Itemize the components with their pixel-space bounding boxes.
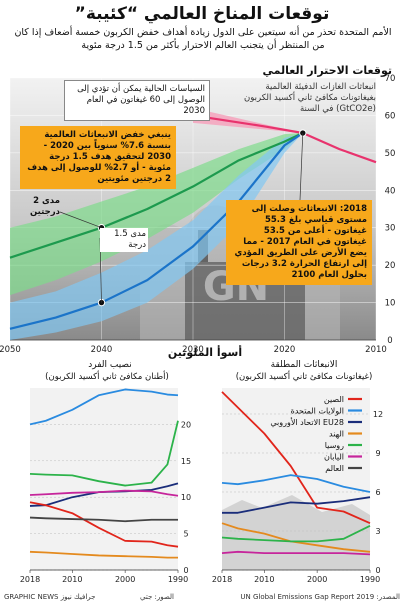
y-tick-label: 6: [375, 488, 380, 497]
x-tick-label: 2010: [365, 345, 387, 355]
x-tick-label: 2010: [254, 575, 274, 584]
y-tick-label: 20: [385, 261, 396, 271]
y-tick-label: 60: [385, 111, 396, 121]
legend-label: الولايات المتحدة: [291, 407, 344, 416]
footer-credit: GRAPHIC NEWS جرافيك نيوز: [4, 593, 96, 601]
y-tick-label: 10: [385, 299, 396, 309]
current-policy-line: [192, 114, 303, 135]
y-tick-label: 0: [183, 566, 188, 575]
series-line: [222, 496, 371, 514]
x-tick-label: 2020: [274, 345, 296, 355]
series-line: [29, 489, 179, 497]
legend-label: روسيا: [325, 441, 344, 450]
series-line: [29, 501, 179, 548]
bottom-section-title: أسوأ الملوثين: [167, 346, 243, 359]
cut-annotation: ينبغي خفض الانبعاثات العالمية بنسبة 7.6%…: [20, 126, 176, 189]
smoke-backdrop: [222, 495, 370, 570]
policy-wedge: [193, 107, 303, 134]
per-capita-chart: 0 5 10 15 20 1990 2000 2010 2018: [20, 388, 191, 584]
one-five-degree-line: [9, 132, 304, 330]
legend-label: الصين: [324, 395, 344, 404]
one-five-degree-label: مدى 1.5 درجة: [100, 228, 148, 252]
y-tick-label: 0: [387, 336, 392, 346]
x-tick-label: 2010: [62, 575, 82, 584]
y-tick-label: 3: [375, 527, 380, 536]
series-line: [29, 550, 178, 559]
legend-label: العالم: [325, 464, 344, 473]
x-tick-label: 2000: [115, 575, 135, 584]
y-tick-label: 20: [181, 420, 191, 429]
x-tick-label: 2040: [91, 345, 113, 355]
y-tick-label: 70: [385, 74, 396, 84]
y-tick-label: 10: [181, 493, 191, 502]
emissions-annotation: انبعاثات الغازات الدفيئة العالمية بغيغات…: [244, 82, 376, 114]
y-tick-label: 12: [373, 410, 383, 419]
two-degree-label: مدى 2 درجتين: [30, 196, 60, 217]
two-degree-line: [9, 132, 304, 259]
two-degree-band: [10, 133, 303, 296]
page-subtitle: الأمم المتحدة تحذر من أنه سيتعين على الد…: [14, 27, 392, 51]
x-tick-label: 2000: [307, 575, 327, 584]
x-tick-label: 2018: [212, 575, 232, 584]
legend-label: الاتحاد الأوروبي EU28: [270, 417, 344, 427]
series-line: [221, 391, 371, 525]
footer-source: المصدر: UN Global Emissions Gap Report 2…: [200, 593, 400, 601]
series-line: [221, 524, 371, 543]
series-line: [29, 388, 179, 426]
y-tick-label: 40: [385, 186, 396, 196]
record-leader: [299, 133, 304, 201]
series-line: [29, 516, 178, 523]
policy-annotation: السياسات الحالية يمكن أن تؤدي إلى الوصول…: [64, 80, 210, 121]
footer-photo: الصور: جتي: [140, 593, 175, 601]
x-tick-label: 1990: [168, 575, 188, 584]
y-tick-label: 50: [385, 149, 396, 159]
series-line: [221, 550, 371, 556]
absolute-title: الانبعاثات المطلقة: [270, 360, 338, 370]
plot-background: [30, 388, 178, 570]
y-tick-label: 9: [375, 449, 380, 458]
series-line: [29, 420, 179, 487]
series-line: [221, 474, 371, 493]
y-tick-label: 5: [183, 530, 188, 539]
x-tick-label: 2030: [182, 345, 204, 355]
y-tick-label: 0: [375, 566, 380, 575]
y-tick-label: 15: [181, 457, 191, 466]
x-tick-label: 2050: [0, 345, 21, 355]
absolute-unit: (غيغاتونات مكافئ ثاني أكسيد الكربون): [235, 372, 373, 382]
top-chart-title: توقعات الاحترار العالمي: [262, 64, 392, 77]
legend-label: الهند: [329, 430, 344, 439]
source-text: المصدر: UN Global Emissions Gap Report 2…: [240, 593, 400, 601]
one-five-degree-band: [10, 133, 303, 340]
legend-label: اليابان: [324, 453, 344, 462]
x-tick-label: 2018: [20, 575, 40, 584]
x-tick-label: 1990: [360, 575, 380, 584]
page-title: توقعات المناخ العالمي “كئيبة”: [74, 4, 330, 24]
top-chart-bands: [10, 133, 303, 340]
absolute-chart: 0 3 6 9 12 1990 2000 2010 2018 الصين الولايات المت…: [212, 388, 383, 584]
two-degree-leader: [59, 211, 102, 229]
per-capita-unit: (أطنان مكافئ ثاني أكسيد الكربون): [45, 372, 169, 382]
y-tick-label: 30: [385, 224, 396, 234]
record-2018-annotation: 2018: الانبعاثات وصلت إلى مستوى قياسي بل…: [226, 200, 372, 285]
per-capita-title: نصيب الفرد: [88, 360, 132, 370]
historic-emissions-line: [302, 132, 377, 164]
